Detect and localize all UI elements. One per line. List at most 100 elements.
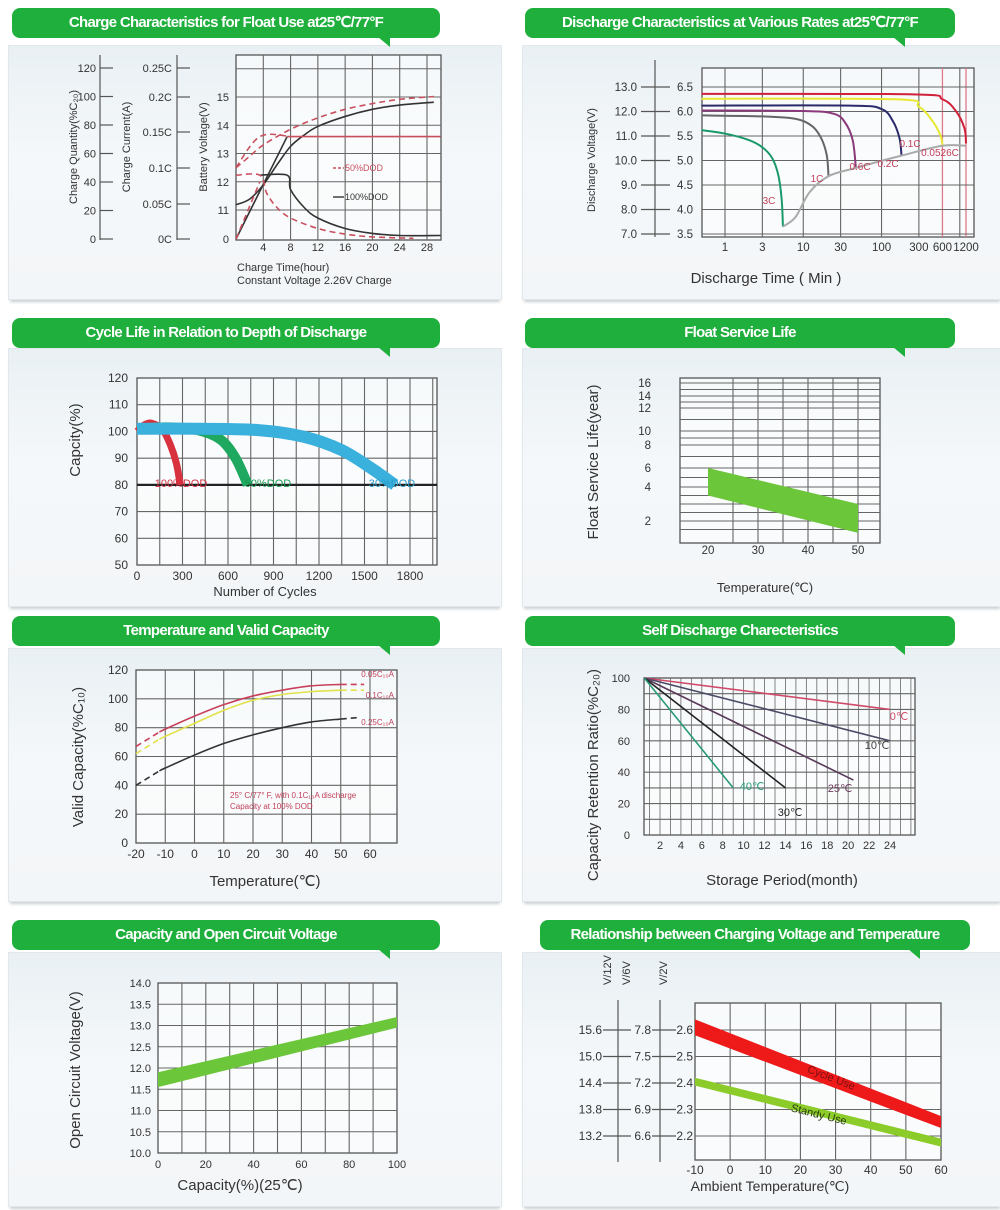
y-tick-label: 120 [108,371,128,385]
series-line [701,109,857,168]
series-line [235,173,414,240]
series-line [643,677,734,789]
y-tick-label: 5.5 [677,131,693,143]
y-tick-label: 60 [115,750,129,764]
y-tick-label: 15 [217,92,229,104]
x-tick-label: 4 [678,840,684,852]
y-axis-title: V/12V [602,954,614,985]
y-tick-label: 0.1C [149,163,172,175]
series-label: 30%DOD [369,478,416,490]
y-tick-label: 6.0 [677,107,693,119]
y-tick-label: 7.5 [634,1050,651,1064]
x-axis-title: Charge Time(hour) [237,262,329,274]
series-label: 40℃ [740,781,765,793]
x-axis-title: Temperature(℃) [717,580,813,595]
x-tick-label: -10 [686,1163,704,1177]
series-line [259,173,441,237]
series-line [136,422,399,490]
series-label: 0℃ [890,711,908,723]
y-tick-label: 0.15C [143,127,172,139]
chart-6: 2 4 6 8 10 12 14 16 18 20 22 24020406080100Capacity… [585,669,916,889]
y-axis-title: V/2V [658,960,670,985]
x-tick-label: 10 [797,242,810,254]
y-tick-label: 0.25C [143,63,172,75]
y-tick-label: 15.0 [579,1050,603,1064]
y-tick-label: 14 [638,391,651,403]
y-tick-label: 4.5 [677,180,693,192]
series-label: 50%DOD [245,478,292,490]
x-tick-label: 60 [934,1163,948,1177]
x-tick-label: 1200 [306,569,333,583]
y-tick-label: 7.8 [634,1023,651,1037]
y-tick-label: 6.9 [634,1103,651,1117]
y-axis-title: V/6V [621,960,633,985]
y-tick-label: 20 [115,807,129,821]
y-tick-label: 7.0 [621,229,637,241]
y-tick-label: 11.0 [615,131,637,143]
legend-label: 50%DOD [345,163,384,173]
series-line [340,716,359,720]
chart-3: 0 300 600 900 1200 1500 1800 50 60 70 80 90 100 110 12… [67,371,438,599]
x-tick-label: 30 [276,847,290,861]
x-tick-label: 12 [312,242,324,254]
x-axis-title: Discharge Time ( Min ) [691,270,842,287]
x-axis-title: Number of Cycles [213,584,317,599]
x-tick-label: 20 [246,847,260,861]
y-axis-title: Capacity Retention Ratio(%C₂₀) [585,669,602,881]
series-label: 1C [811,174,824,185]
x-tick-label: 12 [758,840,770,852]
series-label: 100%DOD [155,478,208,490]
y-tick-label: 0 [223,234,229,246]
y-tick-label: 4.0 [677,205,693,217]
series-line [643,677,786,789]
x-tick-label: 24 [884,840,896,852]
chart-title-tab: Relationship between Charging Voltage an… [540,920,970,959]
chart-note: Constant Voltage 2.26V Charge [237,275,392,287]
x-tick-label: 10 [217,847,231,861]
x-tick-label: 28 [421,242,433,254]
y-tick-label: 80 [84,120,96,132]
y-axis-title: Charge Quantity(%C₂₀) [68,90,80,204]
x-axis-title: Temperature(℃) [209,873,320,890]
chart-title-tab: Capacity and Open Circuit Voltage [12,920,440,959]
y-tick-label: 80 [618,704,630,716]
y-axis-title: Capcity(%) [67,403,84,476]
chart-title-tab: Cycle Life in Relation to Depth of Disch… [12,318,440,357]
y-tick-label: 14 [217,120,229,132]
y-tick-label: 60 [115,531,129,545]
x-tick-label: 60 [363,847,377,861]
x-tick-label: 100 [388,1159,406,1171]
chart-annotation: 25° C/77° F, with 0.1C₁₀A discharge [230,791,357,800]
y-tick-label: 120 [78,63,96,75]
chart-8: -10 0 10 20 30 40 50 60 13.2 13.8 14.4 15.0 15.6 V/12… [579,954,948,1194]
x-tick-label: 8 [288,242,294,254]
y-tick-label: 13.2 [579,1129,603,1143]
y-tick-label: 0 [121,836,128,850]
x-tick-label: 40 [247,1159,259,1171]
y-tick-label: 12.5 [130,1042,151,1054]
y-tick-label: 0 [624,830,630,842]
series-line [159,683,341,733]
x-tick-label: 300 [909,242,928,254]
series-label: 0.1C₁₀A [366,691,395,700]
y-tick-label: 7.2 [634,1076,651,1090]
x-tick-label: 20 [794,1163,808,1177]
series-line [701,104,903,156]
y-tick-label: 13.5 [130,999,151,1011]
series-label: 0.6C [849,162,870,173]
x-tick-label: 10 [738,840,750,852]
series-line [235,95,434,169]
series-band [708,468,858,533]
series-label: 0.05C₁₀A [361,670,394,679]
chart-title-tab: Float Service Life [525,318,955,357]
x-tick-label: 0 [191,847,198,861]
y-tick-label: 6.5 [677,82,693,94]
y-tick-label: 0C [158,234,172,246]
y-tick-label: 2.4 [676,1076,693,1090]
chart-title-tab: Self Discharge Charecteristics [525,616,955,655]
series-line [159,689,341,740]
series-label: 0.1C [899,139,920,150]
x-tick-label: 60 [295,1159,307,1171]
